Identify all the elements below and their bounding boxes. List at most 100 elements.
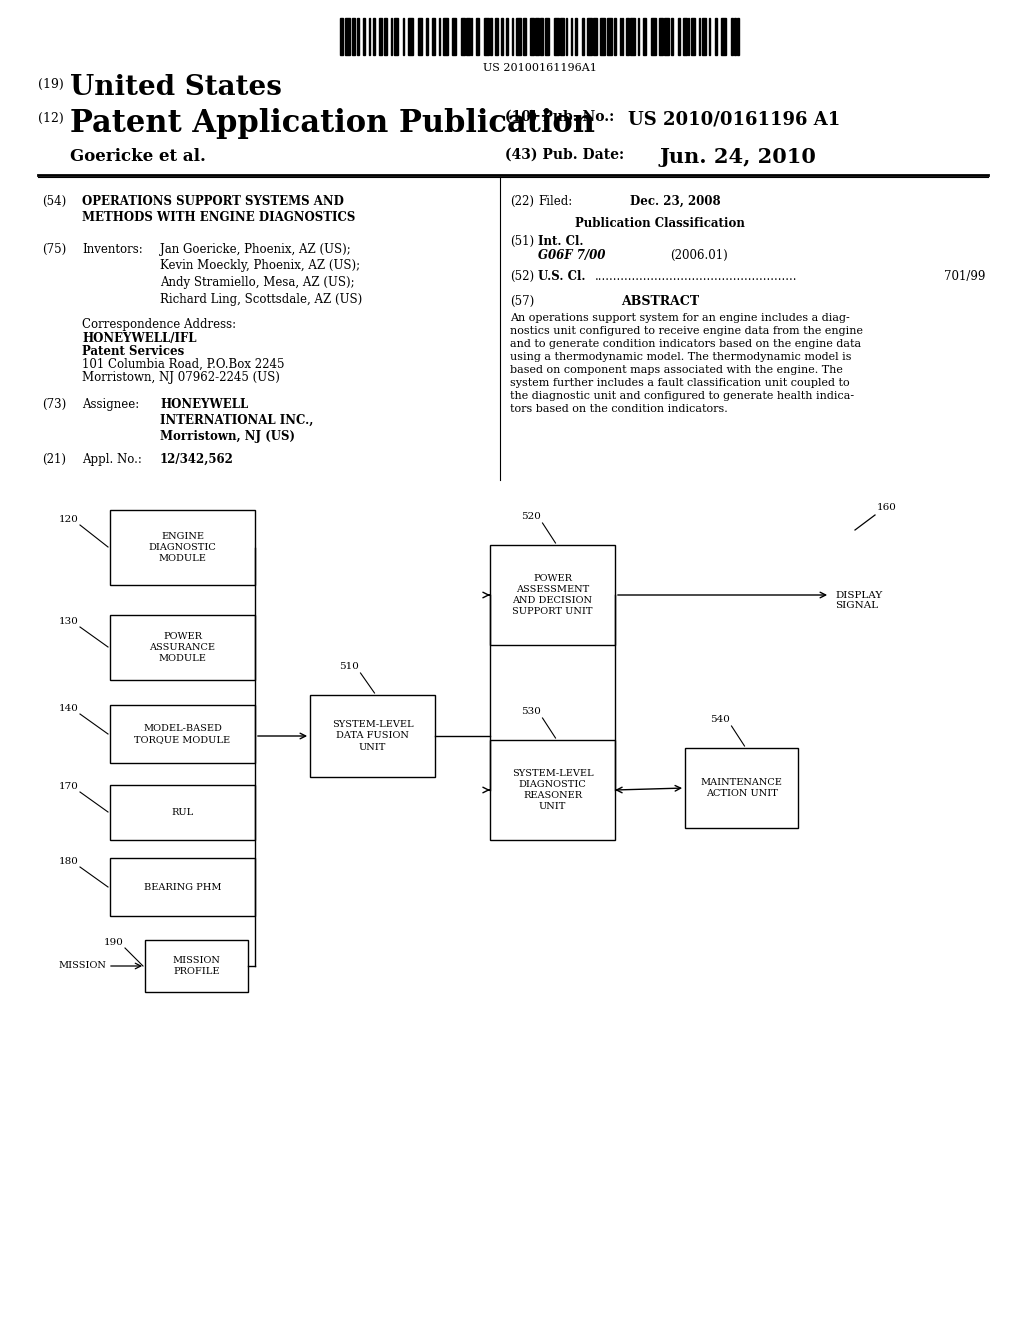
Bar: [643, 18, 646, 55]
Bar: [678, 18, 680, 55]
Text: MISSION
PROFILE: MISSION PROFILE: [173, 956, 220, 975]
Text: Morristown, NJ 07962-2245 (US): Morristown, NJ 07962-2245 (US): [82, 371, 280, 384]
Text: RUL: RUL: [171, 808, 194, 817]
Bar: [540, 18, 543, 55]
Bar: [702, 18, 706, 55]
Text: 520: 520: [520, 512, 541, 521]
Text: OPERATIONS SUPPORT SYSTEMS AND
METHODS WITH ENGINE DIAGNOSTICS: OPERATIONS SUPPORT SYSTEMS AND METHODS W…: [82, 195, 355, 224]
Bar: [607, 18, 612, 55]
Bar: [721, 18, 726, 55]
Bar: [357, 18, 359, 55]
Text: SYSTEM-LEVEL
DIAGNOSTIC
REASONER
UNIT: SYSTEM-LEVEL DIAGNOSTIC REASONER UNIT: [512, 768, 593, 812]
Bar: [490, 18, 492, 55]
Text: 160: 160: [877, 503, 897, 512]
Bar: [490, 741, 615, 840]
Bar: [530, 18, 534, 55]
Bar: [683, 18, 687, 55]
Bar: [110, 858, 255, 916]
Text: Publication Classification: Publication Classification: [575, 216, 744, 230]
Bar: [593, 18, 597, 55]
Bar: [110, 705, 255, 763]
Bar: [715, 18, 717, 55]
Text: Jan Goericke, Phoenix, AZ (US);
Kevin Moeckly, Phoenix, AZ (US);
Andy Stramiello: Jan Goericke, Phoenix, AZ (US); Kevin Mo…: [160, 243, 362, 305]
Bar: [737, 18, 739, 55]
Text: POWER
ASSESSMENT
AND DECISION
SUPPORT UNIT: POWER ASSESSMENT AND DECISION SUPPORT UN…: [512, 574, 593, 616]
Text: (43) Pub. Date:: (43) Pub. Date:: [505, 148, 624, 162]
Bar: [340, 18, 343, 55]
Text: (22): (22): [510, 195, 534, 209]
Bar: [554, 18, 559, 55]
Bar: [110, 785, 255, 840]
Text: Assignee:: Assignee:: [82, 399, 139, 411]
Text: MAINTENANCE
ACTION UNIT: MAINTENANCE ACTION UNIT: [700, 777, 782, 799]
Text: Patent Application Publication: Patent Application Publication: [70, 108, 595, 139]
Bar: [110, 615, 255, 680]
Bar: [651, 18, 656, 55]
Bar: [345, 18, 350, 55]
Bar: [516, 18, 521, 55]
Text: MODEL-BASED
TORQUE MODULE: MODEL-BASED TORQUE MODULE: [134, 723, 230, 744]
Text: US 2010/0161196 A1: US 2010/0161196 A1: [628, 110, 841, 128]
Bar: [466, 18, 470, 55]
Text: (57): (57): [510, 294, 535, 308]
Bar: [501, 18, 503, 55]
Text: (10) Pub. No.:: (10) Pub. No.:: [505, 110, 614, 124]
Text: 530: 530: [520, 708, 541, 715]
Bar: [575, 18, 577, 55]
Bar: [110, 510, 255, 585]
Text: (73): (73): [42, 399, 67, 411]
Text: 540: 540: [710, 715, 729, 723]
Text: (52): (52): [510, 271, 535, 282]
Text: HONEYWELL
INTERNATIONAL INC.,
Morristown, NJ (US): HONEYWELL INTERNATIONAL INC., Morristown…: [160, 399, 313, 444]
Bar: [506, 18, 508, 55]
Bar: [626, 18, 629, 55]
Text: G06F 7/00: G06F 7/00: [538, 249, 605, 261]
Text: 510: 510: [339, 663, 358, 671]
Text: 130: 130: [59, 616, 79, 626]
Bar: [352, 18, 355, 55]
Text: 120: 120: [59, 515, 79, 524]
Text: (75): (75): [42, 243, 67, 256]
Text: Patent Services: Patent Services: [82, 345, 184, 358]
Text: DISPLAY
SIGNAL: DISPLAY SIGNAL: [835, 591, 883, 610]
Bar: [452, 18, 456, 55]
Bar: [582, 18, 584, 55]
Text: POWER
ASSURANCE
MODULE: POWER ASSURANCE MODULE: [150, 632, 215, 663]
Text: HONEYWELL/IFL: HONEYWELL/IFL: [82, 333, 197, 345]
Bar: [461, 18, 465, 55]
Text: (54): (54): [42, 195, 67, 209]
Text: Inventors:: Inventors:: [82, 243, 142, 256]
Text: An operations support system for an engine includes a diag-
nostics unit configu: An operations support system for an engi…: [510, 313, 863, 414]
Bar: [373, 18, 375, 55]
Bar: [664, 18, 669, 55]
Bar: [362, 18, 365, 55]
Text: (51): (51): [510, 235, 535, 248]
Bar: [145, 940, 248, 993]
Bar: [379, 18, 382, 55]
Bar: [490, 545, 615, 645]
Bar: [685, 748, 798, 828]
Text: (19): (19): [38, 78, 63, 91]
Bar: [587, 18, 592, 55]
Bar: [484, 18, 489, 55]
Bar: [426, 18, 428, 55]
Text: Correspondence Address:: Correspondence Address:: [82, 318, 237, 331]
Text: ENGINE
DIAGNOSTIC
MODULE: ENGINE DIAGNOSTIC MODULE: [148, 532, 216, 564]
Text: ABSTRACT: ABSTRACT: [621, 294, 699, 308]
Text: U.S. Cl.: U.S. Cl.: [538, 271, 586, 282]
Bar: [495, 18, 498, 55]
Text: Int. Cl.: Int. Cl.: [538, 235, 584, 248]
Bar: [630, 18, 635, 55]
Bar: [310, 696, 435, 777]
Bar: [614, 18, 616, 55]
Text: United States: United States: [70, 74, 282, 102]
Bar: [734, 18, 736, 55]
Text: Goericke et al.: Goericke et al.: [70, 148, 206, 165]
Bar: [545, 18, 549, 55]
Text: 12/342,562: 12/342,562: [160, 453, 233, 466]
Bar: [560, 18, 564, 55]
Text: 180: 180: [59, 857, 79, 866]
Bar: [432, 18, 435, 55]
Bar: [476, 18, 479, 55]
Bar: [443, 18, 449, 55]
